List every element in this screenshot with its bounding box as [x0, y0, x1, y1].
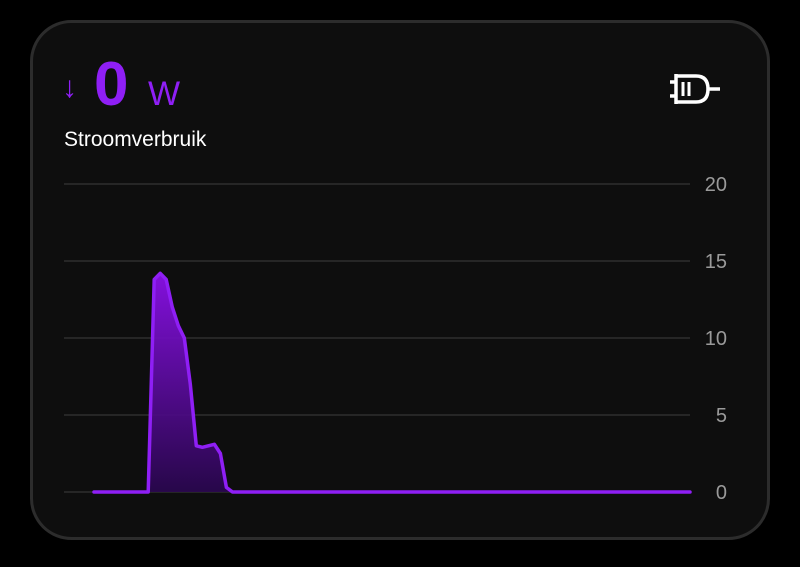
trend-arrow: ↓ [62, 71, 77, 104]
state-value: 0 [94, 50, 128, 119]
entity-name: Stroomverbruik [64, 128, 207, 151]
state-unit: W [148, 75, 180, 113]
plug-icon [670, 74, 720, 104]
card[interactable] [30, 20, 770, 540]
y-tick-label: 10 [705, 328, 727, 350]
line-area [94, 273, 690, 492]
line [92, 271, 692, 494]
y-tick-label: 5 [716, 405, 727, 427]
y-tick-label: 15 [705, 251, 727, 273]
y-tick-label: 20 [705, 174, 727, 196]
y-tick-label: 0 [716, 482, 727, 504]
